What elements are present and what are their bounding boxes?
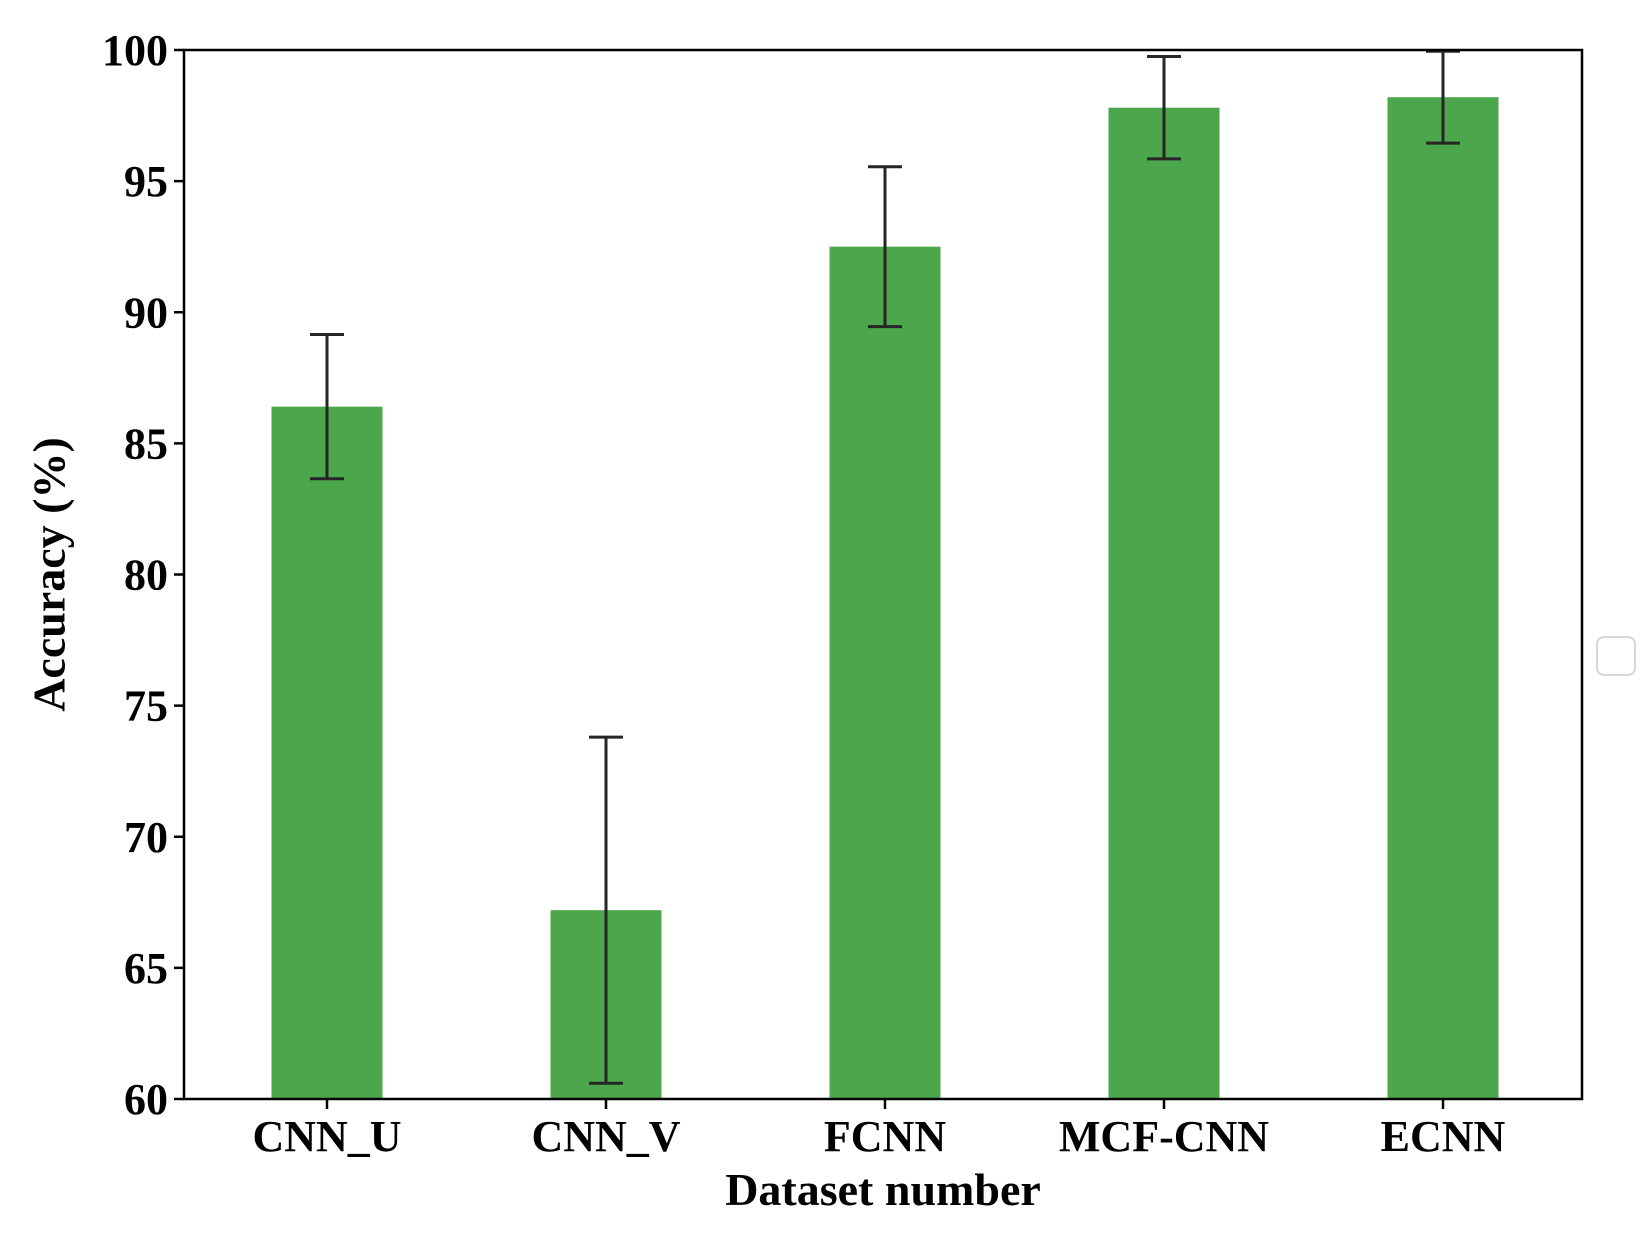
x-tick-label: MCF-CNN (1059, 1112, 1269, 1161)
x-tick-label: CNN_U (252, 1112, 401, 1161)
errorbar-fcnn (868, 165, 902, 329)
legend (1596, 636, 1636, 676)
bar-mcf-cnn (1108, 107, 1220, 1099)
x-tick-label: CNN_V (531, 1112, 680, 1161)
y-tick-label: 100 (102, 26, 168, 75)
y-tick-label: 80 (124, 551, 168, 600)
x-axis: CNN_U CNN_V FCNN MCF-CNN ECNN (252, 1099, 1506, 1161)
x-tick-label: FCNN (824, 1112, 946, 1161)
y-tick-label: 65 (124, 944, 168, 993)
errorbar-ecnn (1426, 49, 1460, 145)
bar-cnn-u (271, 406, 383, 1099)
bar-ecnn (1387, 97, 1499, 1099)
bars-layer (271, 97, 1499, 1099)
y-tick-label: 85 (124, 419, 168, 468)
y-tick-label: 60 (124, 1075, 168, 1124)
x-axis-label: Dataset number (725, 1164, 1041, 1215)
y-tick-label: 95 (124, 157, 168, 206)
y-axis-label: Accuracy (%) (24, 437, 75, 712)
y-tick-label: 75 (124, 682, 168, 731)
errorbars-layer (310, 49, 1460, 1085)
bar-fcnn (829, 246, 941, 1099)
errorbar-cnn-u (310, 333, 344, 481)
y-tick-label: 90 (124, 288, 168, 337)
y-tick-label: 70 (124, 813, 168, 862)
x-tick-label: ECNN (1381, 1112, 1506, 1161)
y-axis: 60 65 70 75 80 85 90 95 100 (102, 26, 184, 1124)
errorbar-mcf-cnn (1147, 55, 1181, 161)
errorbar-cnn-v (589, 735, 623, 1085)
